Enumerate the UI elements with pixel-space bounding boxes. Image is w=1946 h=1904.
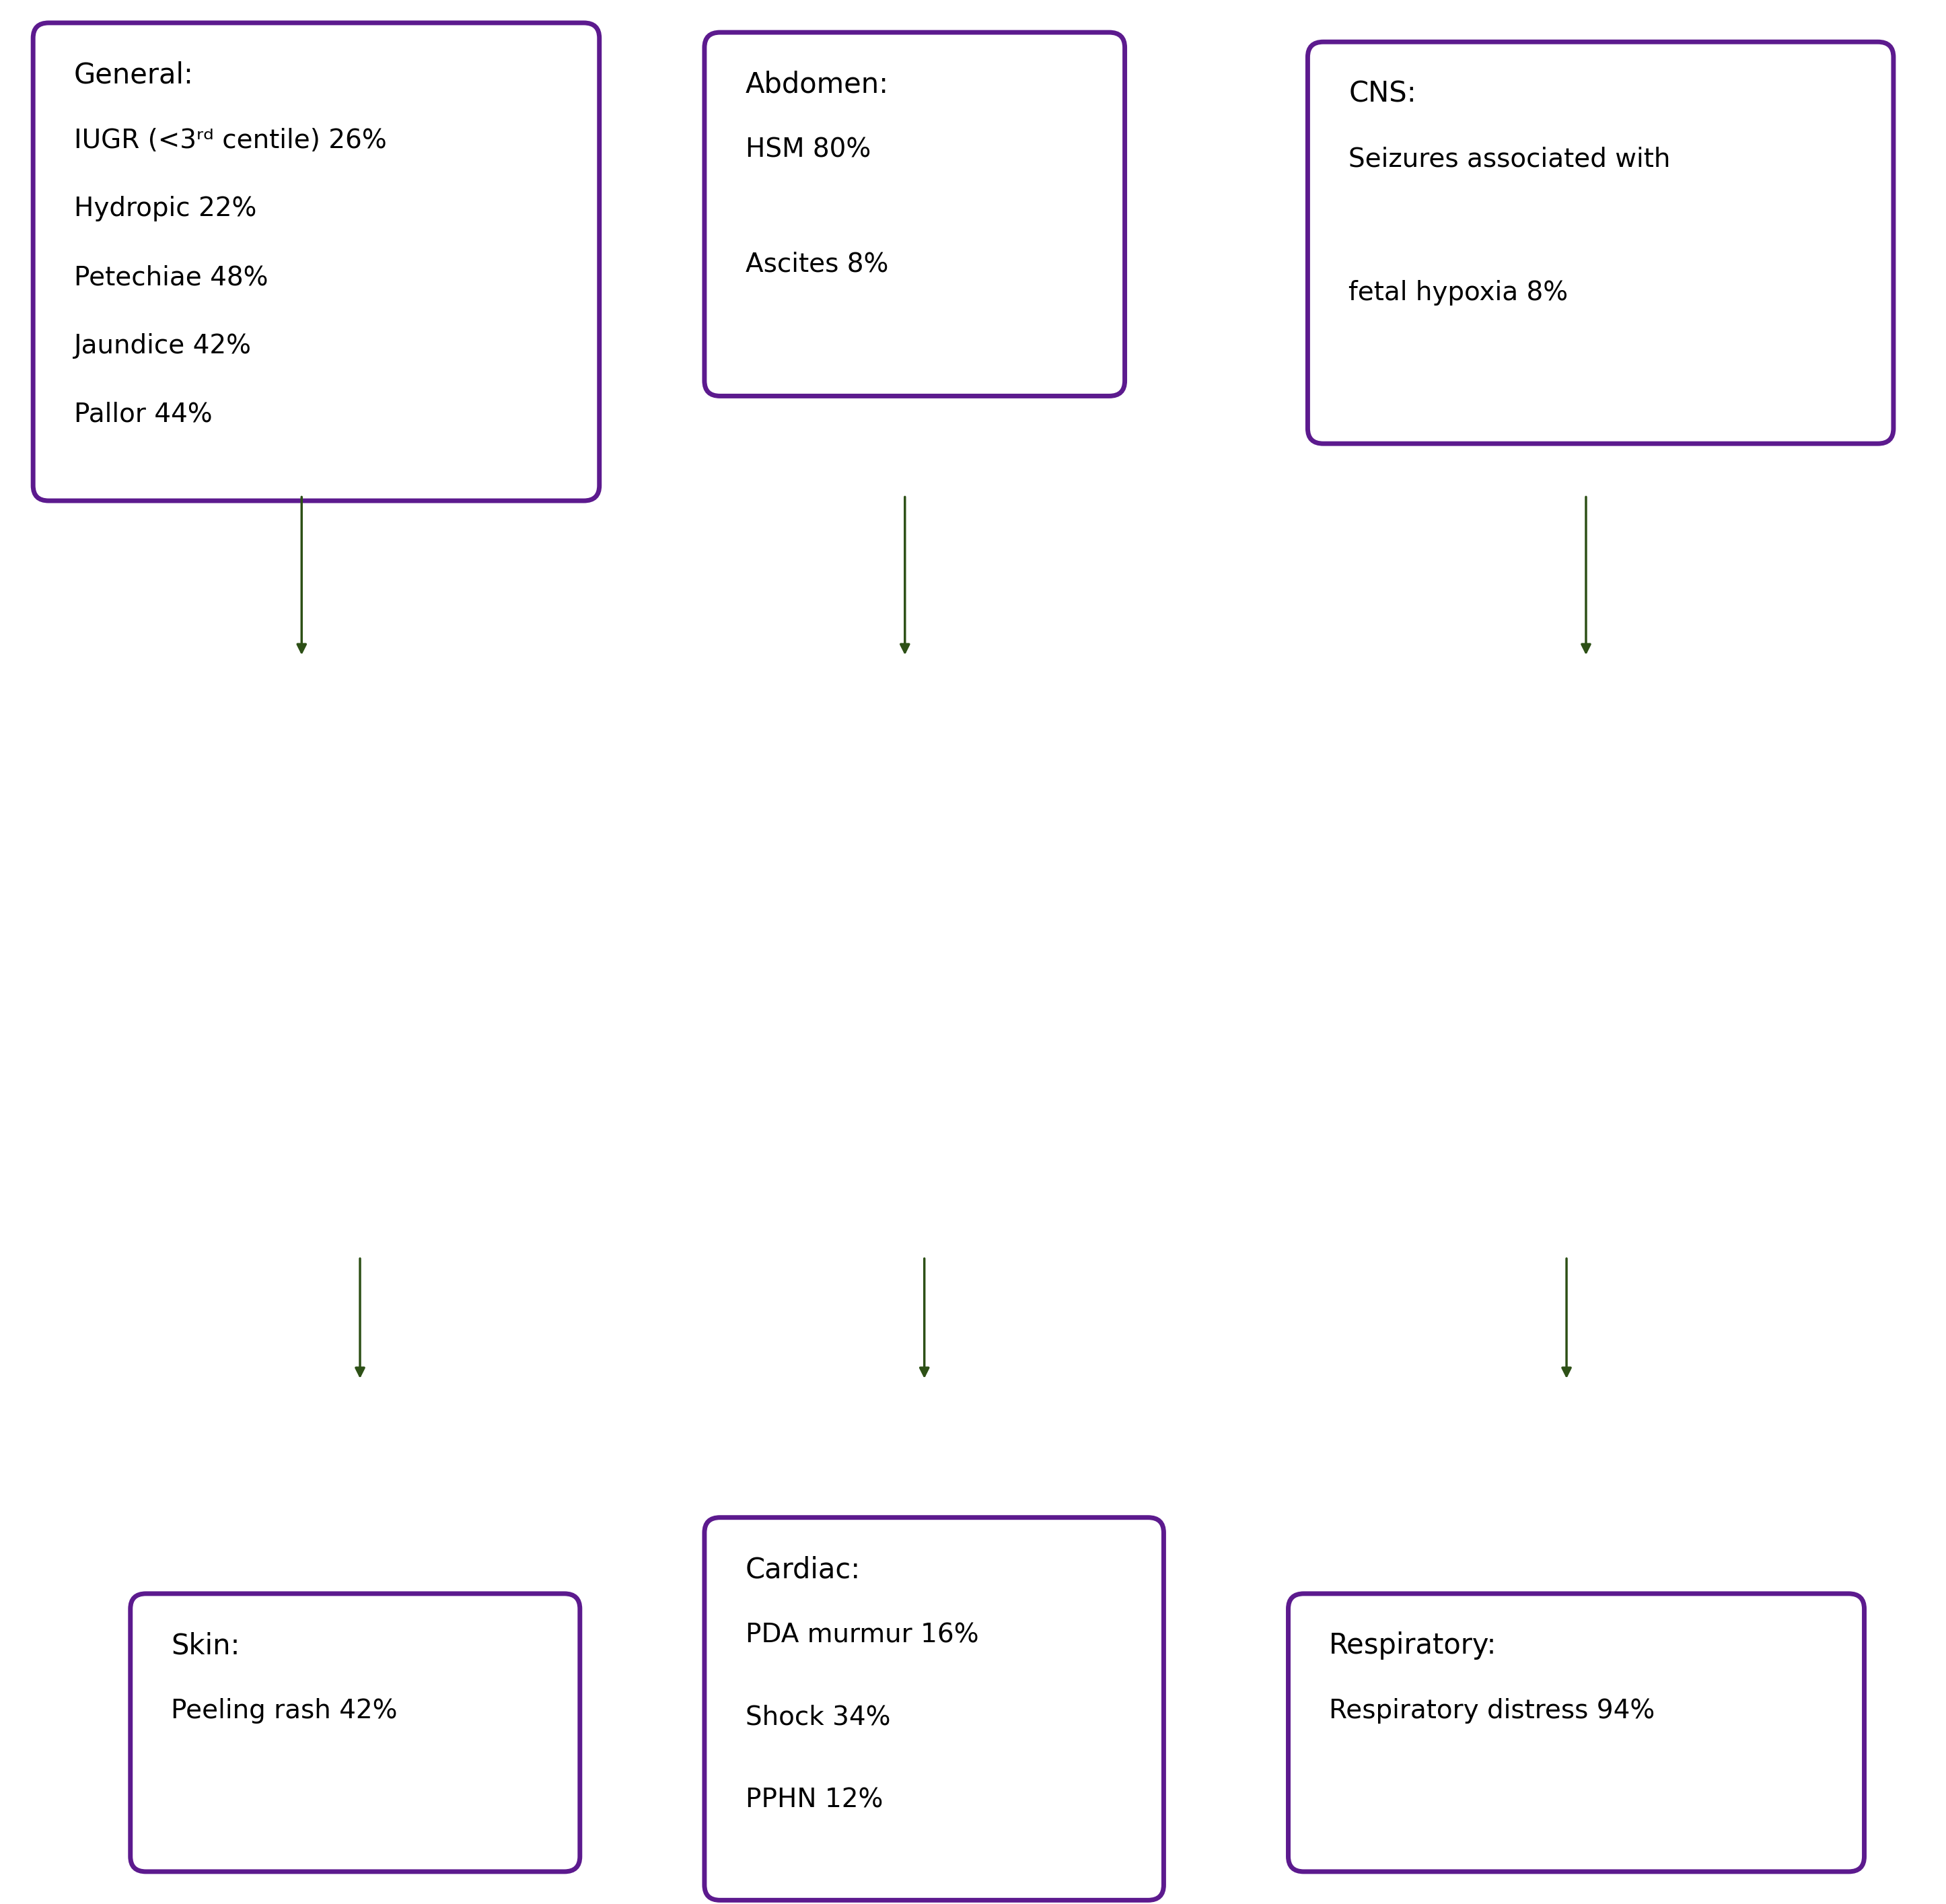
Text: fetal hypoxia 8%: fetal hypoxia 8% [1349,280,1568,305]
FancyBboxPatch shape [130,1594,580,1872]
Text: Petechiae 48%: Petechiae 48% [74,265,269,289]
Text: Shock 34%: Shock 34% [745,1704,891,1731]
Text: Ascites 8%: Ascites 8% [745,251,887,276]
Text: Seizures associated with: Seizures associated with [1349,147,1670,171]
Text: Cardiac:: Cardiac: [745,1556,860,1584]
Text: Pallor 44%: Pallor 44% [74,402,212,426]
Text: Respiratory distress 94%: Respiratory distress 94% [1329,1698,1654,1723]
FancyBboxPatch shape [1288,1594,1864,1872]
Text: HSM 80%: HSM 80% [745,137,870,162]
Text: Abdomen:: Abdomen: [745,70,889,99]
Text: PDA murmur 16%: PDA murmur 16% [745,1622,979,1647]
Text: Respiratory:: Respiratory: [1329,1632,1496,1660]
Text: CNS:: CNS: [1349,80,1417,109]
Text: General:: General: [74,61,195,89]
FancyBboxPatch shape [704,1517,1164,1900]
FancyBboxPatch shape [704,32,1125,396]
FancyBboxPatch shape [1308,42,1893,444]
Text: Hydropic 22%: Hydropic 22% [74,196,257,221]
FancyBboxPatch shape [33,23,599,501]
Text: Peeling rash 42%: Peeling rash 42% [171,1698,397,1723]
Text: PPHN 12%: PPHN 12% [745,1788,883,1813]
Text: Skin:: Skin: [171,1632,239,1660]
Text: Jaundice 42%: Jaundice 42% [74,333,251,358]
Text: IUGR (<3ʳᵈ centile) 26%: IUGR (<3ʳᵈ centile) 26% [74,128,387,152]
